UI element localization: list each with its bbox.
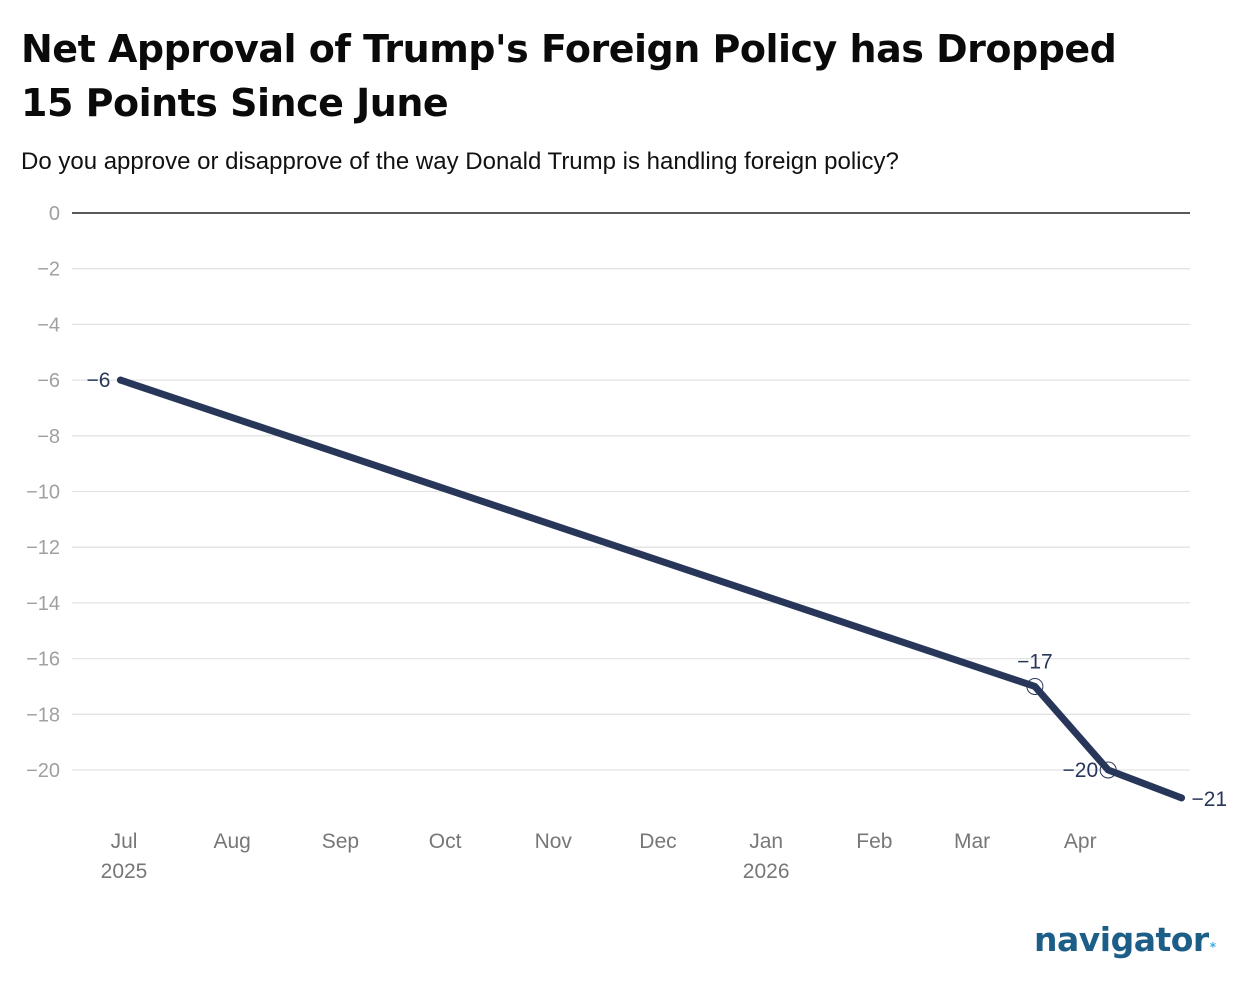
y-tick-label: −6 [37, 370, 60, 392]
x-tick-label: Oct [429, 830, 462, 853]
gridlines [72, 212, 1190, 771]
y-tick-label: −18 [26, 704, 60, 726]
y-axis-ticks: 0 −2 −4 −6 −8 −10 −12 −14 −16 −18 −20 [26, 203, 60, 782]
data-label: −21 [1191, 788, 1227, 811]
y-tick-label: −4 [37, 314, 60, 336]
x-tick-label: Sep [322, 830, 359, 853]
y-tick-label: −14 [26, 593, 60, 615]
y-tick-label: −2 [37, 259, 60, 281]
logo-text: navigator [1034, 920, 1209, 959]
y-tick-label: −8 [37, 426, 60, 448]
data-point [1099, 761, 1117, 779]
x-tick-label: Dec [639, 830, 676, 853]
y-tick-label: −12 [26, 537, 60, 559]
y-tick-label: 0 [49, 203, 60, 225]
data-labels: −6 −17 −20 −21 [87, 369, 1228, 811]
series-line [117, 376, 1185, 802]
x-tick-year-label: 2025 [101, 860, 148, 883]
x-tick-label: Apr [1064, 830, 1097, 853]
data-label: −17 [1017, 650, 1053, 673]
data-label: −6 [87, 369, 111, 392]
x-tick-label: Jul [111, 830, 138, 853]
x-tick-label: Nov [535, 830, 573, 853]
data-point [1177, 794, 1185, 802]
series-layer [117, 376, 1185, 802]
chart-title: Net Approval of Trump's Foreign Policy h… [21, 27, 1117, 125]
chart-subtitle: Do you approve or disapprove of the way … [21, 148, 899, 175]
x-tick-label: Mar [954, 830, 990, 853]
data-point [1026, 677, 1044, 695]
y-tick-label: −20 [26, 760, 60, 782]
x-tick-year-label: 2026 [743, 860, 790, 883]
x-tick-label: Feb [856, 830, 892, 853]
y-tick-label: −10 [26, 482, 60, 504]
x-tick-label: Aug [214, 830, 251, 853]
navigator-logo: navigator* [1034, 920, 1216, 959]
x-tick-label: Jan [749, 830, 783, 853]
data-label: −20 [1063, 759, 1099, 782]
x-axis-ticks: Jul 2025 Aug Sep Oct Nov Dec Jan 2026 Feb Mar Apr [101, 830, 1097, 883]
logo-star-icon: * [1209, 940, 1216, 954]
data-point [117, 376, 125, 384]
y-tick-label: −16 [26, 649, 60, 671]
